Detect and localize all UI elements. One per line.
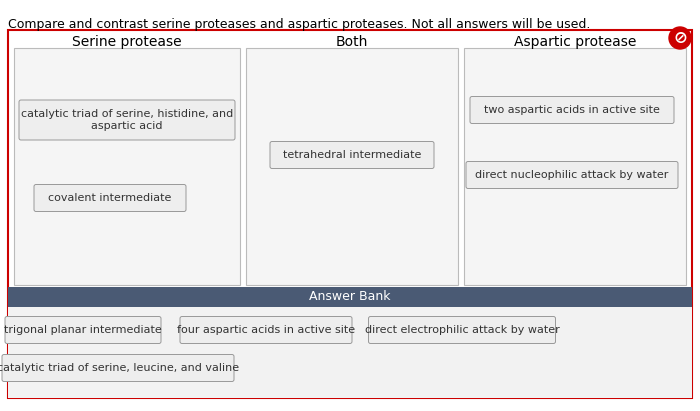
Text: four aspartic acids in active site: four aspartic acids in active site [177, 325, 355, 335]
Text: trigonal planar intermediate: trigonal planar intermediate [4, 325, 162, 335]
Text: two aspartic acids in active site: two aspartic acids in active site [484, 105, 660, 115]
FancyBboxPatch shape [2, 355, 234, 381]
FancyBboxPatch shape [368, 316, 556, 344]
FancyBboxPatch shape [466, 162, 678, 189]
Text: ⊘: ⊘ [673, 29, 687, 47]
Text: direct nucleophilic attack by water: direct nucleophilic attack by water [475, 170, 668, 180]
Text: Answer Bank: Answer Bank [309, 291, 391, 303]
FancyBboxPatch shape [8, 307, 692, 398]
FancyBboxPatch shape [270, 141, 434, 169]
Circle shape [669, 27, 691, 49]
Text: Both: Both [336, 35, 368, 49]
FancyBboxPatch shape [180, 316, 352, 344]
FancyBboxPatch shape [8, 287, 692, 307]
FancyBboxPatch shape [8, 30, 692, 398]
FancyBboxPatch shape [5, 316, 161, 344]
FancyBboxPatch shape [246, 48, 458, 285]
FancyBboxPatch shape [464, 48, 686, 285]
FancyBboxPatch shape [34, 185, 186, 212]
Text: Aspartic protease: Aspartic protease [514, 35, 636, 49]
FancyBboxPatch shape [470, 97, 674, 123]
Text: catalytic triad of serine, histidine, and
aspartic acid: catalytic triad of serine, histidine, an… [21, 109, 233, 131]
Text: tetrahedral intermediate: tetrahedral intermediate [283, 150, 421, 160]
FancyBboxPatch shape [14, 48, 240, 285]
FancyBboxPatch shape [19, 100, 235, 140]
Text: Compare and contrast serine proteases and aspartic proteases. Not all answers wi: Compare and contrast serine proteases an… [8, 18, 590, 31]
Text: direct electrophilic attack by water: direct electrophilic attack by water [365, 325, 559, 335]
Text: covalent intermediate: covalent intermediate [48, 193, 172, 203]
Text: catalytic triad of serine, leucine, and valine: catalytic triad of serine, leucine, and … [0, 363, 239, 373]
Text: Serine protease: Serine protease [72, 35, 182, 49]
